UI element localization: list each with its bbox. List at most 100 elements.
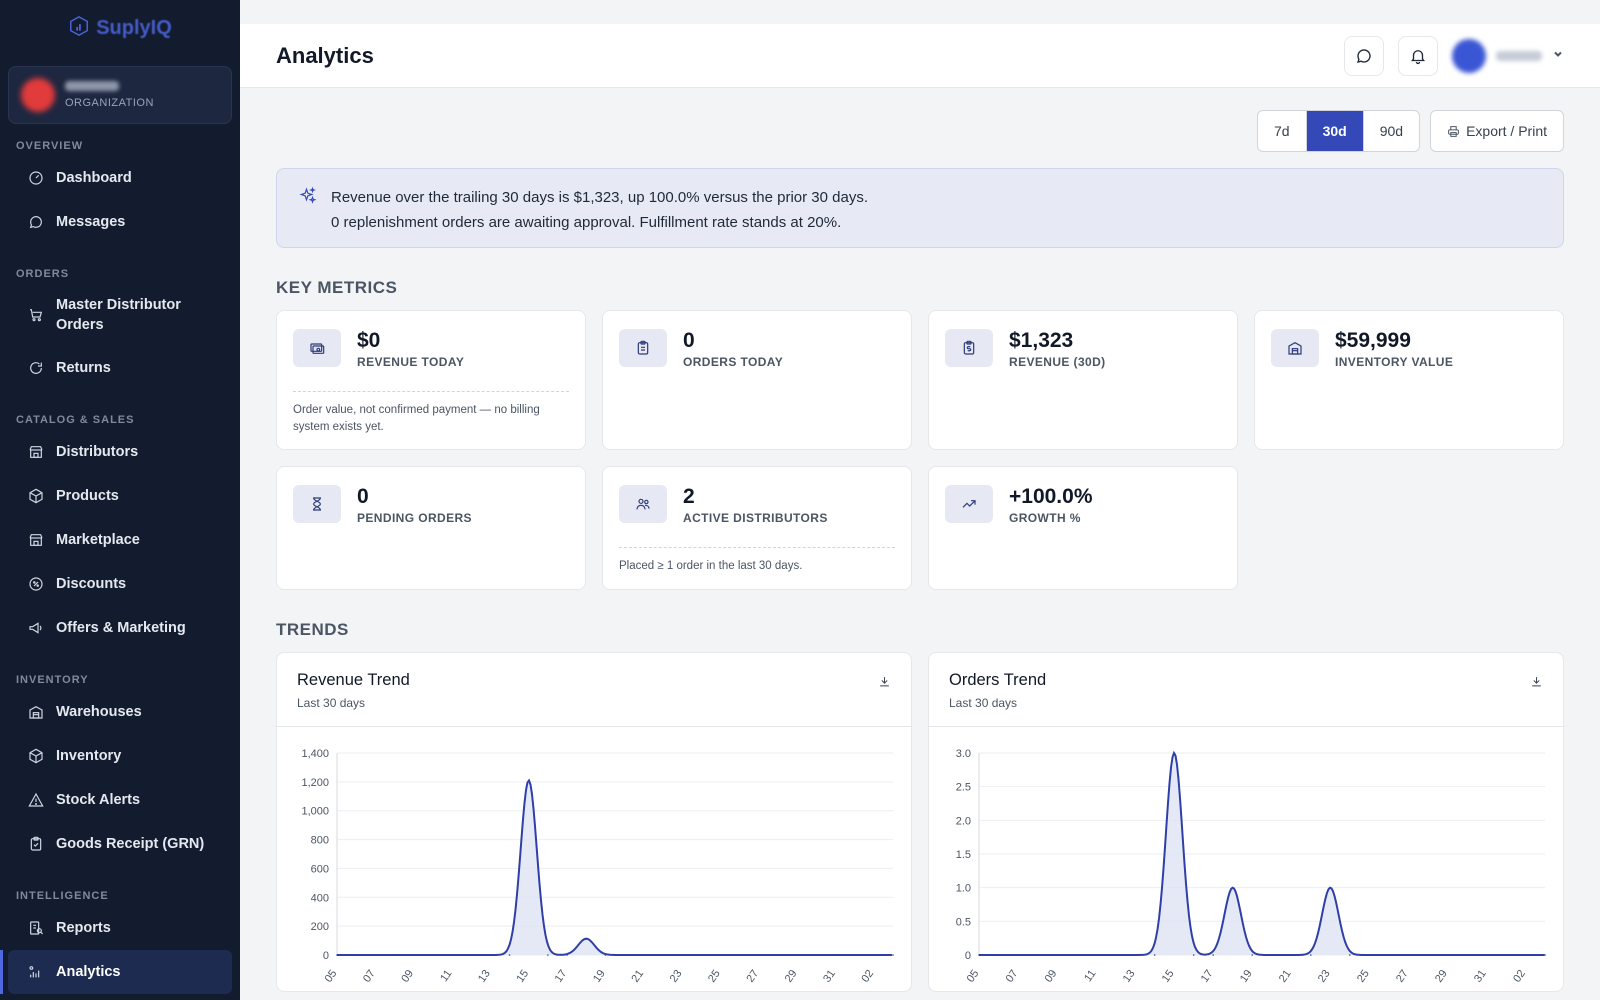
sidebar-item-label: Marketplace [56, 532, 140, 548]
series-line [337, 778, 892, 956]
hourglass-icon [293, 485, 341, 523]
main-content: 7d 30d 90d Export / Print Revenue over the… [276, 110, 1564, 992]
warehouse-icon [28, 704, 44, 720]
y-tick-label: 0 [323, 950, 329, 962]
box-icon [28, 748, 44, 764]
download-chart-button[interactable] [878, 675, 891, 708]
download-chart-button[interactable] [1530, 675, 1543, 708]
toolbar: 7d 30d 90d Export / Print [276, 110, 1564, 152]
sidebar-item-messages[interactable]: Messages [0, 200, 240, 244]
y-tick-label: 3.0 [956, 748, 971, 760]
x-tick-label: 25 [1355, 968, 1372, 985]
x-tick-label: 02 [859, 968, 876, 985]
alert-icon [28, 792, 44, 808]
brand-logo[interactable]: SuplyIQ [0, 0, 240, 56]
sidebar-item-dashboard[interactable]: Dashboard [0, 156, 240, 200]
data-point [566, 954, 568, 956]
x-tick-label: 31 [821, 968, 838, 985]
data-point [1036, 954, 1039, 956]
sidebar-item-label: Master Distributor Orders [56, 296, 181, 333]
data-point [1388, 954, 1390, 956]
sidebar-item-offers-marketing[interactable]: Offers & Marketing [0, 606, 240, 650]
user-name-redacted [1496, 50, 1542, 61]
sidebar-item-goods-receipt-grn[interactable]: Goods Receipt (GRN) [0, 822, 240, 866]
data-point [336, 954, 338, 956]
y-tick-label: 600 [311, 863, 329, 875]
user-menu[interactable] [1452, 38, 1564, 73]
messages-button[interactable] [1344, 35, 1384, 76]
data-point [1427, 954, 1429, 956]
y-tick-label: 1,200 [301, 777, 329, 789]
y-tick-label: 1.5 [956, 849, 971, 861]
y-tick-label: 800 [311, 835, 329, 847]
sidebar-item-returns[interactable]: Returns [0, 346, 240, 390]
sidebar-item-inventory[interactable]: Inventory [0, 734, 240, 778]
sidebar-item-reports[interactable]: Reports [0, 906, 240, 950]
data-point [796, 954, 798, 956]
sidebar-item-label: Warehouses [56, 704, 142, 720]
sidebar-item-stock-alerts[interactable]: Stock Alerts [0, 778, 240, 822]
trend-chart-svg: 0 200 400 600 800 1,000 1,200 1,400 05 07 09 11 13 15… [301, 748, 894, 985]
range-button-90d[interactable]: 90d [1379, 123, 1404, 139]
data-point [1466, 954, 1468, 956]
range-button-30d[interactable]: 30d [1306, 111, 1364, 151]
data-point [1270, 954, 1273, 956]
metric-card-inventory-value: $59,999 INVENTORY VALUE [1254, 310, 1564, 450]
sidebar-item-label: Distributors [56, 444, 139, 460]
sidebar-item-marketplace[interactable]: Marketplace [0, 518, 240, 562]
data-point [1134, 954, 1136, 956]
x-tick-label: 15 [1160, 968, 1177, 985]
sidebar-item-label: Dashboard [56, 170, 132, 186]
sidebar-item-products[interactable]: Products [0, 474, 240, 518]
cash-icon [293, 329, 341, 367]
data-point [738, 954, 741, 956]
revenue-trend-card: Revenue Trend Last 30 days 0 200 400 600 800 1,… [276, 652, 912, 992]
trend-chart-svg: 0 0.5 1.0 1.5 2.0 2.5 3.0 05 07 09 11 13 15 17 19 21 23 2… [956, 748, 1546, 985]
data-point [1153, 954, 1156, 956]
data-point [1212, 954, 1215, 956]
sidebar-item-warehouses[interactable]: Warehouses [0, 690, 240, 734]
data-point [527, 779, 530, 782]
metric-value: 0 [683, 329, 695, 352]
sidebar-item-label: Analytics [56, 964, 121, 980]
metric-card-revenue-today: $0 REVENUE TODAY Order value, not confirme… [276, 310, 586, 450]
data-point [1075, 954, 1078, 956]
data-point [432, 954, 434, 956]
x-tick-label: 02 [1511, 968, 1528, 985]
x-tick-label: 19 [591, 968, 608, 985]
export-print-button[interactable]: Export / Print [1430, 110, 1564, 152]
sidebar-item-distributors[interactable]: Distributors [0, 430, 240, 474]
data-point [1505, 954, 1507, 956]
organization-switcher[interactable]: ORGANIZATION [8, 66, 232, 124]
data-point [853, 954, 856, 956]
metric-card-orders-today: 0 ORDERS TODAY [602, 310, 912, 450]
metric-value: 0 [357, 485, 369, 508]
download-icon [1532, 677, 1541, 687]
y-tick-label: 1,000 [301, 806, 329, 818]
metric-note: Order value, not confirmed payment — no … [293, 391, 569, 436]
insight-banner: Revenue over the trailing 30 days is $1,… [276, 168, 1564, 248]
data-point [604, 954, 607, 956]
chart-title: Orders Trend [949, 671, 1047, 689]
notifications-button[interactable] [1398, 35, 1438, 76]
data-point [1173, 752, 1175, 754]
top-header: Analytics [240, 24, 1600, 88]
sparkles-icon [299, 187, 317, 204]
metric-label: INVENTORY VALUE [1335, 355, 1454, 369]
sidebar-item-analytics[interactable]: Analytics [0, 950, 232, 994]
range-button-7d[interactable]: 7d [1258, 111, 1307, 151]
org-label: ORGANIZATION [65, 97, 154, 109]
x-tick-label: 27 [744, 968, 761, 985]
data-point [1407, 954, 1410, 956]
y-tick-label: 2.0 [956, 815, 971, 827]
sidebar-item-master-distributor-orders[interactable]: Master Distributor Orders [0, 284, 240, 346]
sidebar-item-discounts[interactable]: Discounts [0, 562, 240, 606]
sidebar-item-label: Inventory [56, 748, 122, 764]
data-point [1056, 954, 1058, 956]
metric-label: PENDING ORDERS [357, 511, 472, 525]
data-point [834, 954, 837, 956]
printer-icon [1448, 125, 1459, 137]
metric-label: ACTIVE DISTRIBUTORS [683, 511, 828, 525]
chart-subtitle: Last 30 days [949, 696, 1018, 710]
data-point [1017, 954, 1019, 956]
